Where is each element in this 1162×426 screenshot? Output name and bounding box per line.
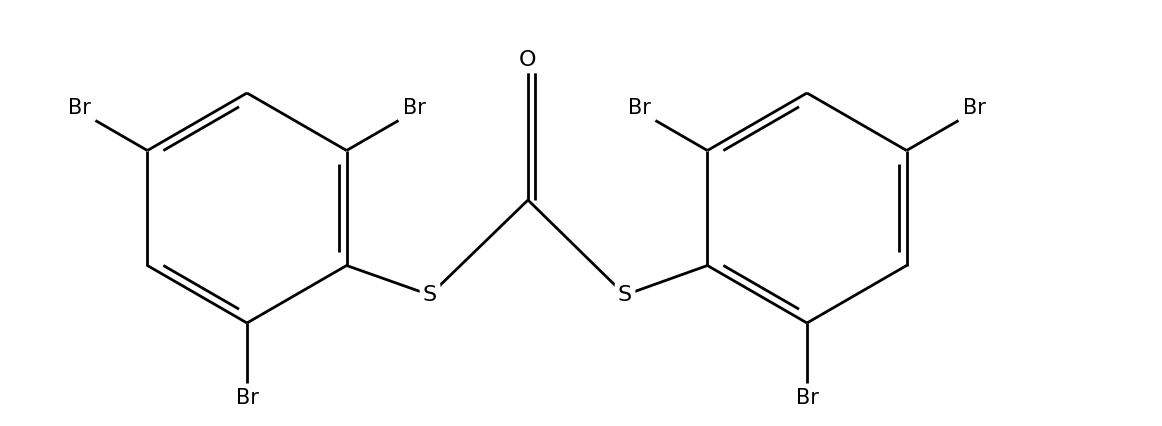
Text: Br: Br <box>236 388 258 408</box>
Text: Br: Br <box>403 98 425 118</box>
Text: O: O <box>519 50 537 70</box>
Text: Br: Br <box>629 98 651 118</box>
Text: Br: Br <box>796 388 818 408</box>
Text: S: S <box>618 285 632 305</box>
Text: Br: Br <box>963 98 985 118</box>
Text: S: S <box>423 285 437 305</box>
Text: Br: Br <box>69 98 91 118</box>
